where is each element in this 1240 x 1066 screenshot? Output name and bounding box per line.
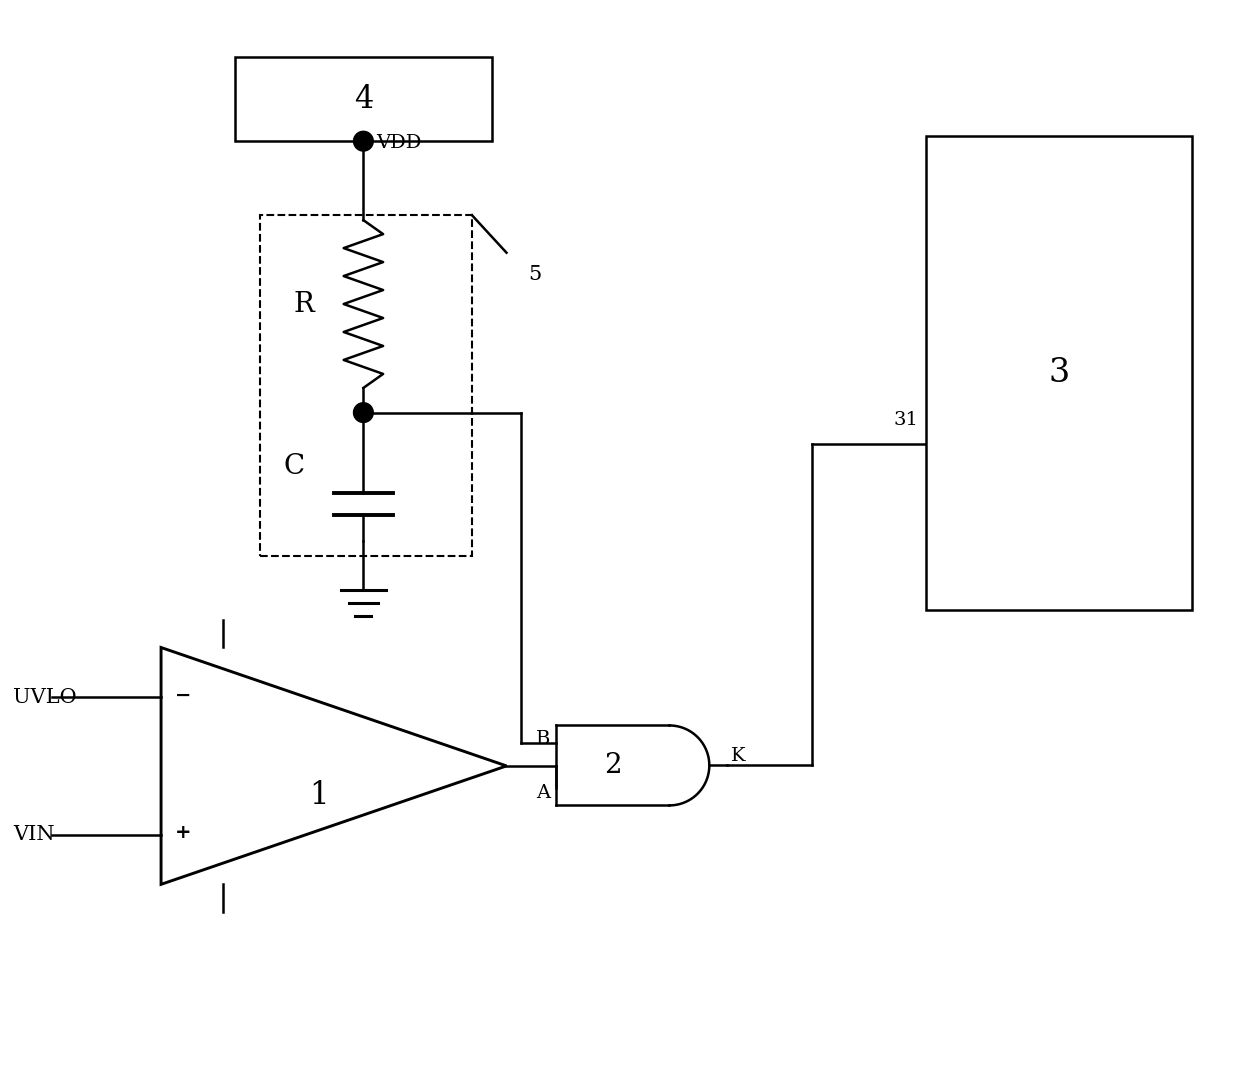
Text: VIN: VIN (12, 825, 55, 844)
Text: A: A (536, 784, 549, 802)
Text: −: − (175, 685, 191, 705)
Text: 2: 2 (604, 752, 621, 779)
Text: 4: 4 (353, 84, 373, 115)
Text: +: + (175, 823, 191, 842)
Text: 5: 5 (528, 264, 542, 284)
Text: VDD: VDD (376, 134, 422, 152)
Text: 3: 3 (1049, 357, 1070, 389)
Text: UVLO: UVLO (12, 688, 77, 707)
Bar (926, 136, 1193, 610)
Text: C: C (284, 453, 305, 481)
Text: 31: 31 (893, 411, 918, 430)
Bar (259, 215, 472, 555)
Bar (236, 58, 492, 141)
Text: R: R (294, 291, 315, 318)
Circle shape (353, 131, 373, 151)
Text: 1: 1 (309, 780, 329, 811)
Text: K: K (732, 746, 745, 764)
Circle shape (353, 403, 373, 422)
Text: B: B (536, 730, 549, 748)
